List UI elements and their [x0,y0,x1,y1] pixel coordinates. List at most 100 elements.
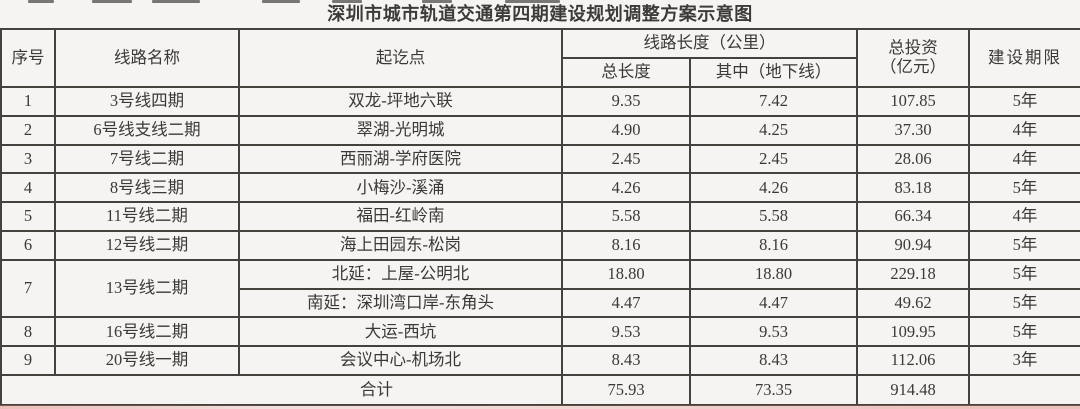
col-header-investment-line1: 总投资 [888,38,938,58]
cell-period: 5年 [968,287,1080,319]
cell-total-length: 8.16 [561,229,691,261]
cell-investment: 28.06 [856,143,970,175]
cell-total-length: 9.53 [561,316,691,348]
cell-period: 4年 [968,114,1080,146]
cell-investment: 109.95 [856,316,970,348]
cell-endpoints: 南延：深圳湾口岸-东角头 [238,287,563,319]
cell-underground-length: 8.43 [689,345,858,376]
cell-total-length: 2.45 [561,143,691,175]
cell-underground-length: 4.26 [689,172,858,204]
table-row: 5 11号线二期 福田-红岭南 5.58 5.58 66.34 4年 [0,201,1080,232]
cell-total-length: 9.35 [561,86,691,117]
cell-endpoints: 北延：上屋-公明北 [238,258,563,290]
cell-total-length: 8.43 [561,345,691,376]
cell-no: 3 [0,143,56,175]
col-header-line-name: 线路名称 [54,28,240,88]
cell-investment: 112.06 [856,345,970,376]
cell-endpoints: 双龙-坪地六联 [238,86,563,117]
col-header-total-length: 总长度 [561,57,691,88]
table-row: 1 3号线四期 双龙-坪地六联 9.35 7.42 107.85 5年 [0,86,1080,117]
cell-investment: 66.34 [856,201,970,232]
table-row: 3 7号线二期 西丽湖-学府医院 2.45 2.45 28.06 4年 [0,143,1080,175]
cell-investment: 83.18 [856,172,970,204]
cell-underground-length: 8.16 [689,229,858,261]
cell-line-name: 3号线四期 [54,86,240,117]
cell-no: 5 [0,201,56,232]
cell-no: 8 [0,316,56,348]
cell-endpoints: 海上田园东-松岗 [238,229,563,261]
table-row: 6 12号线二期 海上田园东-松岗 8.16 8.16 90.94 5年 [0,229,1080,261]
cell-period: 4年 [968,143,1080,175]
cell-investment: 90.94 [856,229,970,261]
cell-line-name: 8号线三期 [54,172,240,204]
cell-total-length: 75.93 [561,373,691,406]
col-header-endpoints: 起讫点 [238,28,563,88]
header-row-2: 总长度 其中（地下线） [1,57,1080,88]
cell-investment: 914.48 [856,373,970,406]
cell-endpoints: 翠湖-光明城 [238,114,563,146]
total-label: 合计 [360,379,393,399]
page-title: 深圳市城市轨道交通第四期建设规划调整方案示意图 [327,4,753,24]
cell-investment: 37.30 [856,114,970,146]
cell-underground-length: 4.25 [689,114,858,146]
table-row: 南延：深圳湾口岸-东角头 4.47 4.47 49.62 5年 [1,287,1080,319]
cell-no: 2 [0,114,56,146]
cell-total-length: 18.80 [561,258,691,290]
col-header-index: 序号 [0,28,56,88]
cell-line-name: 16号线二期 [54,316,240,348]
total-row: 合计 75.93 73.35 914.48 [0,373,1080,406]
cell-investment: 107.85 [856,86,970,117]
col-header-underground: 其中（地下线） [689,57,858,88]
cell-no: 7 [0,258,56,319]
cell-underground-length: 9.53 [689,316,858,348]
table-row: 8 16号线二期 大运-西坑 9.53 9.53 109.95 5年 [0,316,1080,348]
cell-underground-length: 5.58 [689,201,858,232]
col-header-investment-line2: （亿元） [880,57,946,76]
cell-period: 5年 [968,229,1080,261]
table-row: 9 20号线一期 会议中心-机场北 8.43 8.43 112.06 3年 [0,345,1080,376]
cell-endpoints: 福田-红岭南 [238,201,563,232]
cell-underground-length: 2.45 [689,143,858,175]
cell-no: 4 [0,172,56,204]
cell-total-length: 4.90 [561,114,691,146]
cell-total-length: 4.26 [561,172,691,204]
cell-line-name: 6号线支线二期 [54,114,240,146]
cell-period: 4年 [968,201,1080,232]
cell-no: 9 [0,345,56,376]
table-body: 1 3号线四期 双龙-坪地六联 9.35 7.42 107.85 5年 2 6号线支线二期 翠湖-… [0,86,1080,406]
cell-period: 3年 [968,345,1080,376]
cell-total-length: 4.47 [561,287,691,319]
cell-total-length: 5.58 [561,201,691,232]
cell-period: 5年 [968,316,1080,348]
table-row: 2 6号线支线二期 翠湖-光明城 4.90 4.25 37.30 4年 [0,114,1080,146]
cell-no: 6 [0,229,56,261]
scan-crop-artifact-marks [0,0,1080,5]
table-row: 7 13号线二期 北延：上屋-公明北 18.80 18.80 229.18 5年 [0,258,1080,319]
table-row: 4 8号线三期 小梅沙-溪涌 4.26 4.26 83.18 5年 [0,172,1080,204]
cell-endpoints: 小梅沙-溪涌 [238,172,563,204]
cell-line-name: 7号线二期 [54,143,240,175]
cell-period: 5年 [968,258,1080,290]
cell-endpoints: 西丽湖-学府医院 [238,143,563,175]
cell-period: 5年 [968,86,1080,117]
cell-endpoints: 大运-西坑 [238,316,563,348]
cell-line-name: 13号线二期 [54,258,240,319]
cell-period [968,373,1080,406]
cell-underground-length: 4.47 [689,287,858,319]
col-header-investment: 总投资 （亿元） [856,28,970,88]
cell-endpoints: 会议中心-机场北 [238,345,563,376]
cell-underground-length: 73.35 [689,373,858,406]
col-header-length-group: 线路长度（公里） [561,28,858,59]
cell-investment: 49.62 [856,287,970,319]
cell-total-label: 合计 [0,373,563,406]
cell-line-name: 20号线一期 [54,345,240,376]
cell-no: 1 [0,86,56,117]
cell-line-name: 12号线二期 [54,229,240,261]
header-row-1: 序号 线路名称 起讫点 线路长度（公里） 总投资 （亿元） 建设期限 [0,28,1080,88]
cell-underground-length: 18.80 [689,258,858,290]
cell-line-name: 11号线二期 [54,201,240,232]
cell-investment: 229.18 [856,258,970,290]
rail-plan-table: 序号 线路名称 起讫点 线路长度（公里） 总投资 （亿元） 建设期限 总长度 其… [0,28,1080,406]
col-header-period: 建设期限 [968,28,1080,88]
